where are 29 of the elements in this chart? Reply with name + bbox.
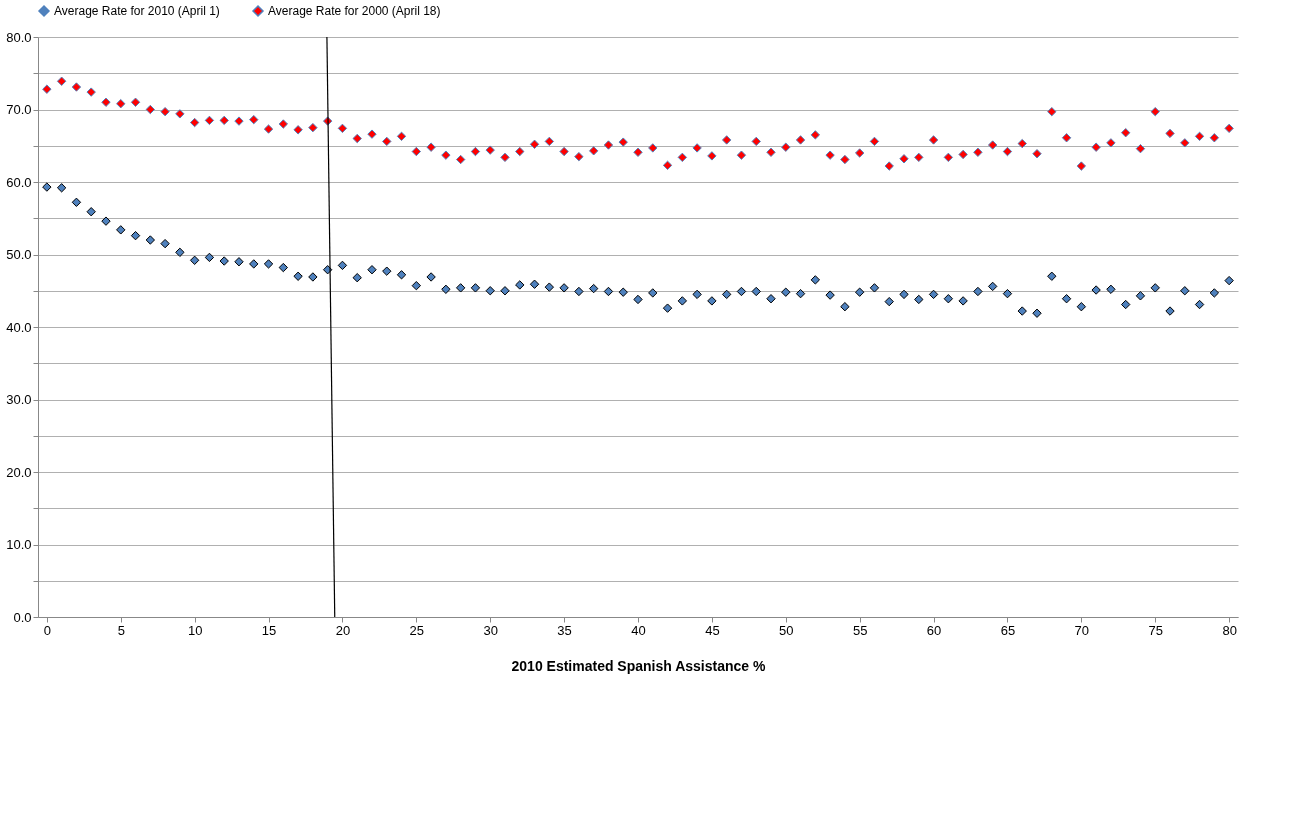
x-tick-label: 0 <box>43 622 51 638</box>
x-tick-label: 60 <box>926 622 942 638</box>
x-tick-label: 55 <box>852 622 868 638</box>
x-tick-label: 35 <box>557 622 572 638</box>
y-tick-label: 10.0 <box>6 537 32 552</box>
y-tick-label: 40.0 <box>6 319 32 335</box>
x-tick-label: 25 <box>409 622 425 638</box>
y-tick-label: 30.0 <box>6 392 32 407</box>
x-tick-label: 20 <box>335 622 351 638</box>
y-tick-label: 50.0 <box>6 247 32 262</box>
legend-label: Average Rate for 2000 (April 18) <box>268 4 441 18</box>
y-tick-label: 80.0 <box>6 29 32 45</box>
x-axis-title: 2010 Estimated Spanish Assistance % <box>511 657 767 674</box>
x-tick-label: 10 <box>187 622 203 638</box>
x-tick-label: 50 <box>779 622 794 638</box>
y-tick-label: 60.0 <box>6 174 32 190</box>
y-tick-label: 20.0 <box>6 464 32 480</box>
x-tick-label: 65 <box>1000 622 1016 638</box>
x-tick-label: 40 <box>631 622 646 638</box>
legend-label: Average Rate for 2010 (April 1) <box>54 4 220 18</box>
x-tick-label: 70 <box>1074 622 1090 638</box>
x-tick-label: 75 <box>1148 622 1163 638</box>
y-tick-label: 0.0 <box>13 609 32 625</box>
x-tick-label: 5 <box>117 622 125 638</box>
x-tick-label: 15 <box>261 622 277 638</box>
x-tick-label: 30 <box>483 622 498 638</box>
y-tick-label: 70.0 <box>6 102 32 117</box>
x-tick-label: 80 <box>1222 622 1237 638</box>
x-tick-label: 45 <box>705 622 720 638</box>
